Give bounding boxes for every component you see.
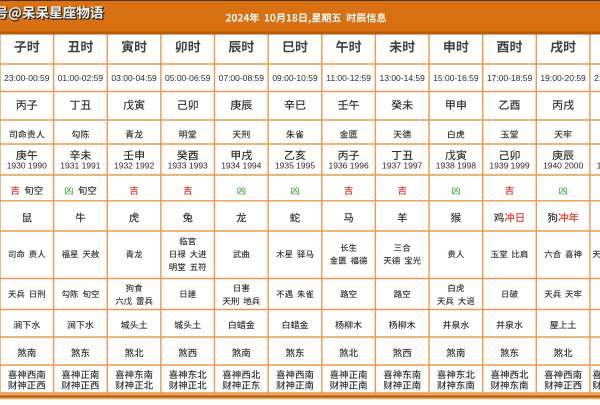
svg-text:1932 1992: 1932 1992 — [114, 161, 154, 171]
svg-text:05:00-06:59: 05:00-06:59 — [165, 73, 211, 83]
svg-text:1939 1999: 1939 1999 — [489, 161, 529, 171]
svg-text:1938 1998: 1938 1998 — [436, 161, 476, 171]
svg-text:1934 1994: 1934 1994 — [221, 161, 261, 171]
svg-text:1935 1995: 1935 1995 — [275, 161, 315, 171]
svg-text:1936 1996: 1936 1996 — [329, 161, 369, 171]
svg-text:07:00-08:59: 07:00-08:59 — [219, 73, 265, 83]
svg-text:11:00-12:59: 11:00-12:59 — [326, 73, 371, 83]
svg-text:19:00-20:59: 19:00-20:59 — [540, 73, 586, 83]
svg-text:1933 1993: 1933 1993 — [168, 161, 208, 171]
svg-text:1931 1991: 1931 1991 — [60, 161, 100, 171]
svg-text:13:00-14:59: 13:00-14:59 — [380, 73, 426, 83]
svg-text:1940 2000: 1940 2000 — [543, 161, 583, 171]
svg-text:1930 1990: 1930 1990 — [7, 161, 47, 171]
svg-text:09:00-10:59: 09:00-10:59 — [272, 73, 318, 83]
svg-text:1937 1997: 1937 1997 — [382, 161, 422, 171]
svg-text:15:00-16:59: 15:00-16:59 — [433, 73, 479, 83]
svg-text:03:00-04:59: 03:00-04:59 — [111, 73, 157, 83]
svg-text:23:00-00:59: 23:00-00:59 — [4, 73, 50, 83]
svg-text:21:00-22:59: 21:00-22:59 — [594, 73, 600, 83]
svg-text:1941 2001: 1941 2001 — [597, 161, 600, 171]
svg-text:17:00-18:59: 17:00-18:59 — [487, 73, 533, 83]
svg-text:01:00-02:59: 01:00-02:59 — [58, 73, 104, 83]
